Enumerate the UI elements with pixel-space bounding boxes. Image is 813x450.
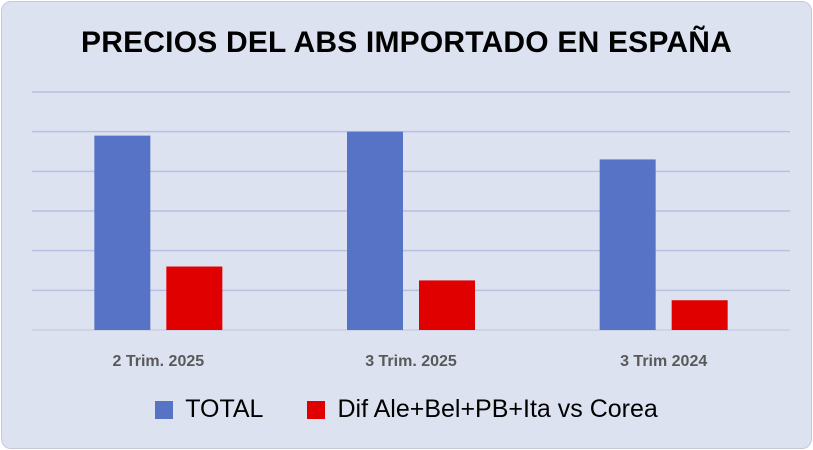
chart-legend: TOTAL Dif Ale+Bel+PB+Ita vs Corea [2, 395, 811, 424]
bar-dif-1 [419, 280, 475, 330]
chart-title: PRECIOS DEL ABS IMPORTADO EN ESPAÑA [81, 26, 732, 59]
bar-dif-0 [166, 266, 223, 330]
legend-label-total: TOTAL [185, 395, 264, 423]
legend-item-dif: Dif Ale+Bel+PB+Ita vs Corea [307, 395, 658, 424]
legend-swatch-total [155, 400, 174, 419]
x-tick-label: 2 Trim. 2025 [113, 353, 205, 370]
legend-swatch-dif [307, 400, 326, 419]
bar-total-2 [599, 159, 656, 330]
x-tick-label: 3 Trim. 2025 [365, 353, 457, 370]
x-tick-label: 3 Trim 2024 [620, 353, 707, 370]
bar-total-1 [347, 131, 403, 330]
legend-item-total: TOTAL [155, 395, 263, 424]
bar-total-0 [94, 135, 151, 330]
bar-dif-2 [671, 300, 728, 330]
legend-label-dif: Dif Ale+Bel+PB+Ita vs Corea [337, 395, 658, 423]
